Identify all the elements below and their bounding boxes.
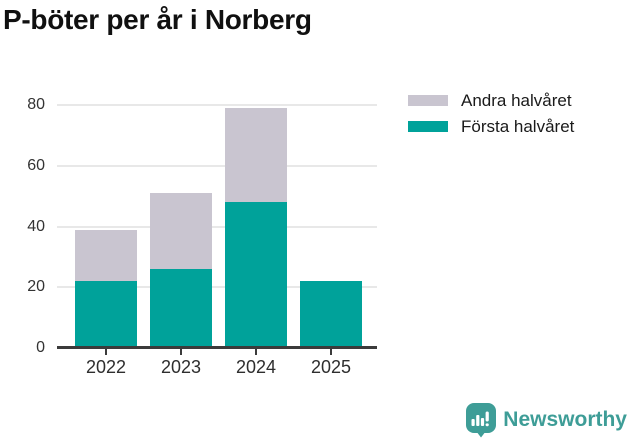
x-axis-tick bbox=[255, 349, 257, 355]
gridline-20 bbox=[57, 286, 377, 289]
bar-2024-andra-halvaret bbox=[225, 108, 287, 203]
x-axis-tick bbox=[180, 349, 182, 355]
bar-2022-andra-halvaret bbox=[75, 229, 137, 282]
legend-label: Andra halvåret bbox=[461, 90, 572, 110]
x-axis-line bbox=[57, 346, 377, 349]
x-axis-label-2023: 2023 bbox=[160, 357, 202, 377]
legend-label: Första halvåret bbox=[461, 116, 575, 136]
newsworthy-logo-icon bbox=[466, 402, 497, 438]
gridline-40 bbox=[57, 225, 377, 228]
x-axis-label-2022: 2022 bbox=[85, 357, 127, 377]
x-axis-label-2024: 2024 bbox=[235, 357, 277, 377]
legend-swatch-forsta-halvaret bbox=[408, 121, 448, 132]
legend: Andra halvåret Första halvåret bbox=[408, 90, 574, 142]
gridline-80 bbox=[57, 104, 377, 106]
legend-swatch-andra-halvaret bbox=[408, 95, 448, 106]
brand-name: Newsworthy bbox=[503, 408, 627, 431]
x-axis-tick bbox=[105, 349, 107, 355]
x-axis-label-2025: 2025 bbox=[310, 357, 352, 377]
bar-2023-andra-halvaret bbox=[150, 193, 212, 270]
bar-2023-forsta-halvaret bbox=[150, 269, 212, 348]
x-axis-tick bbox=[330, 349, 332, 355]
legend-item-forsta-halvaret: Första halvåret bbox=[408, 116, 574, 137]
y-axis-label: 20 bbox=[27, 278, 45, 296]
legend-item-andra-halvaret: Andra halvåret bbox=[408, 90, 574, 111]
y-axis-label: 60 bbox=[27, 156, 45, 174]
bar-2024-forsta-halvaret bbox=[225, 202, 287, 348]
gridline-60 bbox=[57, 164, 377, 167]
newsworthy-brand-link[interactable]: Newsworthy bbox=[466, 402, 627, 438]
y-axis-label: 80 bbox=[27, 96, 45, 113]
bar-2022-forsta-halvaret bbox=[75, 281, 137, 348]
chart-title: P-böter per år i Norberg bbox=[3, 4, 312, 35]
bar-2025-forsta-halvaret bbox=[300, 281, 362, 348]
y-axis-label: 0 bbox=[36, 339, 45, 356]
y-axis-label: 40 bbox=[27, 217, 45, 235]
